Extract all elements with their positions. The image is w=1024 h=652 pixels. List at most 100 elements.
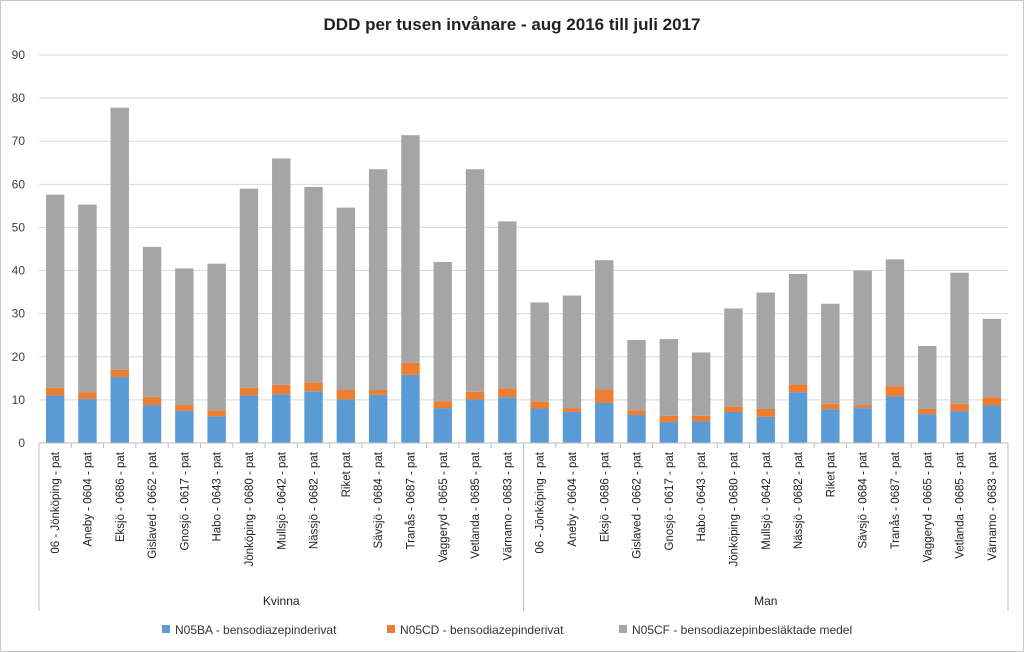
x-tick-label: Aneby - 0604 - pat [82,451,94,546]
bar-segment-3 [110,107,129,370]
legend-label: N05CF - bensodiazepinbesläktade medel [632,623,852,637]
x-tick-label: Sävsjö - 0684 - pat [373,451,385,548]
x-tick-label: Vetlanda - 0685 - pat [470,451,482,559]
x-tick-label: Habo - 0643 - pat [696,451,708,541]
bar-segment-2 [110,369,129,378]
bar-segment-1 [756,416,775,443]
bar-segment-3 [982,318,1002,398]
legend-swatch [162,625,170,633]
bar-segment-3 [627,339,646,411]
bar-segment-2 [691,415,711,422]
category-labels: 06 - Jönköping - pat Aneby - 0604 - pat Ek… [50,451,999,566]
x-tick-label: 06 - Jönköping - pat [50,451,62,553]
group-label: Man [754,594,777,608]
bar-segment-1 [272,394,291,443]
bar-segment-2 [142,396,162,406]
gridlines [39,54,1008,444]
bar-segment-2 [304,382,323,392]
bar-segment-3 [918,346,937,409]
bar-segment-2 [562,408,582,412]
y-tick-label: 50 [12,220,26,234]
x-tick-label: Vaggeryd - 0665 - pat [438,451,450,562]
x-axis [38,442,1009,611]
x-tick-label: Sävsjö - 0684 - pat [858,451,870,548]
bar-segment-1 [368,394,388,443]
bar-segment-1 [691,421,711,443]
bar-segment-2 [175,405,194,411]
bar-segment-3 [207,263,226,411]
bar-segment-1 [433,408,452,443]
x-tick-label: Vetlanda - 0685 - pat [955,451,967,559]
bar-segment-2 [433,401,452,409]
bar-segment-2 [272,384,291,395]
bar-segment-3 [45,194,65,388]
bar-segment-2 [368,389,388,395]
bar-segment-1 [175,410,194,443]
bar-segment-3 [175,268,194,406]
bar-segment-2 [885,386,905,397]
bar-segment-3 [498,221,517,389]
bar-segment-1 [562,411,582,443]
bar-segment-2 [918,408,937,415]
bar-segment-2 [207,410,226,417]
bar-segment-3 [724,308,743,407]
bar-segment-1 [239,395,259,443]
x-tick-label: Mullsjö - 0642 - pat [276,451,288,550]
x-tick-label: Eksjö - 0686 - pat [115,451,127,542]
bar-segment-3 [401,135,420,363]
x-tick-label: Gislaved - 0662 - pat [632,451,644,559]
bar-segment-1 [918,414,937,443]
bar-segment-3 [304,186,323,383]
x-tick-label: Aneby - 0604 - pat [567,451,579,546]
y-tick-label: 10 [12,393,26,407]
bar-segment-1 [627,414,646,443]
bar-segment-2 [45,387,65,396]
bar-segment-2 [982,397,1002,406]
bar-segment-3 [562,295,582,409]
y-tick-label: 90 [12,48,26,62]
bar-segment-1 [821,409,840,443]
bar-segment-3 [272,158,291,385]
bar-segment-3 [788,274,808,385]
bar-segment-1 [336,399,356,443]
bar-segment-2 [595,389,614,403]
bar-segment-3 [756,292,775,409]
y-tick-label: 40 [12,264,26,278]
x-tick-label: Gnosjö - 0617 - pat [179,451,191,550]
bar-segment-3 [853,270,872,406]
bar-segment-3 [336,207,356,390]
bar-segment-2 [401,362,420,375]
bar-segment-2 [627,410,646,415]
x-tick-label: 06 - Jönköping - pat [535,451,547,553]
bar-segment-1 [498,397,517,443]
bar-segment-2 [659,415,679,422]
bar-segment-1 [207,416,226,443]
legend-label: N05CD - bensodiazepinderivat [400,623,564,637]
group-labels: Kvinna Man [263,594,778,608]
bar-segment-2 [788,384,808,393]
bar-segment-1 [530,408,549,443]
bar-segment-3 [659,339,679,416]
bar-segment-1 [788,392,808,443]
bar-segment-1 [142,405,162,443]
x-tick-label: Värnamo - 0683 - pat [502,451,514,560]
bar-segment-3 [78,204,97,393]
legend-label: N05BA - bensodiazepinderivat [175,623,337,637]
bar-segment-2 [239,387,259,396]
bar-segment-3 [821,303,840,404]
y-tick-label: 20 [12,350,26,364]
bar-segment-3 [950,272,969,404]
bar-segment-3 [239,188,259,388]
legend-swatch [387,625,395,633]
bar-segment-1 [45,395,65,443]
bar-segment-1 [465,399,485,443]
bars [45,107,1002,443]
group-label: Kvinna [263,594,300,608]
bar-segment-2 [724,406,743,412]
bar-segment-3 [368,169,388,390]
bar-segment-3 [530,302,549,402]
bar-segment-3 [691,352,711,416]
bar-segment-1 [110,377,129,443]
bar-segment-2 [336,389,356,400]
